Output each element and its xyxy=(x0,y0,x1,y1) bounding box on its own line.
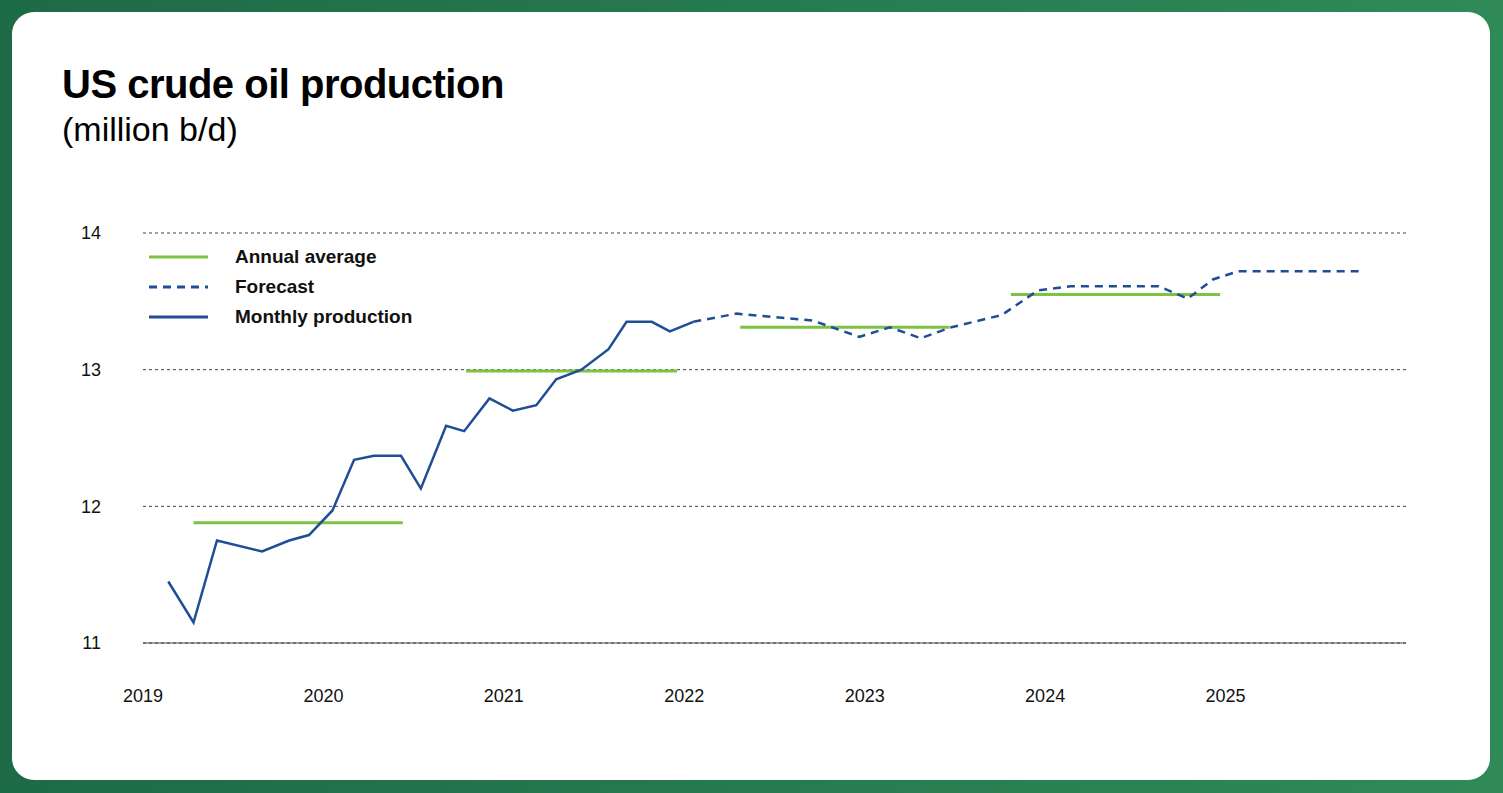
svg-text:12: 12 xyxy=(81,497,101,517)
svg-text:2024: 2024 xyxy=(1025,686,1065,706)
svg-text:11: 11 xyxy=(82,633,101,653)
svg-text:2023: 2023 xyxy=(845,686,885,706)
html-text:Forecast: Forecast xyxy=(235,276,315,297)
html-text:Annual average: Annual average xyxy=(235,246,377,267)
svg-text:2025: 2025 xyxy=(1206,686,1246,706)
svg-text:2021: 2021 xyxy=(484,686,524,706)
html-text:(million b/d): (million b/d) xyxy=(62,110,238,148)
svg-text:2019: 2019 xyxy=(123,686,163,706)
html-text:US crude oil production: US crude oil production xyxy=(62,62,504,106)
svg-text:13: 13 xyxy=(81,360,101,380)
svg-text:14: 14 xyxy=(81,223,101,243)
svg-text:2020: 2020 xyxy=(303,686,343,706)
html-text:Monthly production: Monthly production xyxy=(235,306,413,327)
svg-text:2022: 2022 xyxy=(664,686,704,706)
